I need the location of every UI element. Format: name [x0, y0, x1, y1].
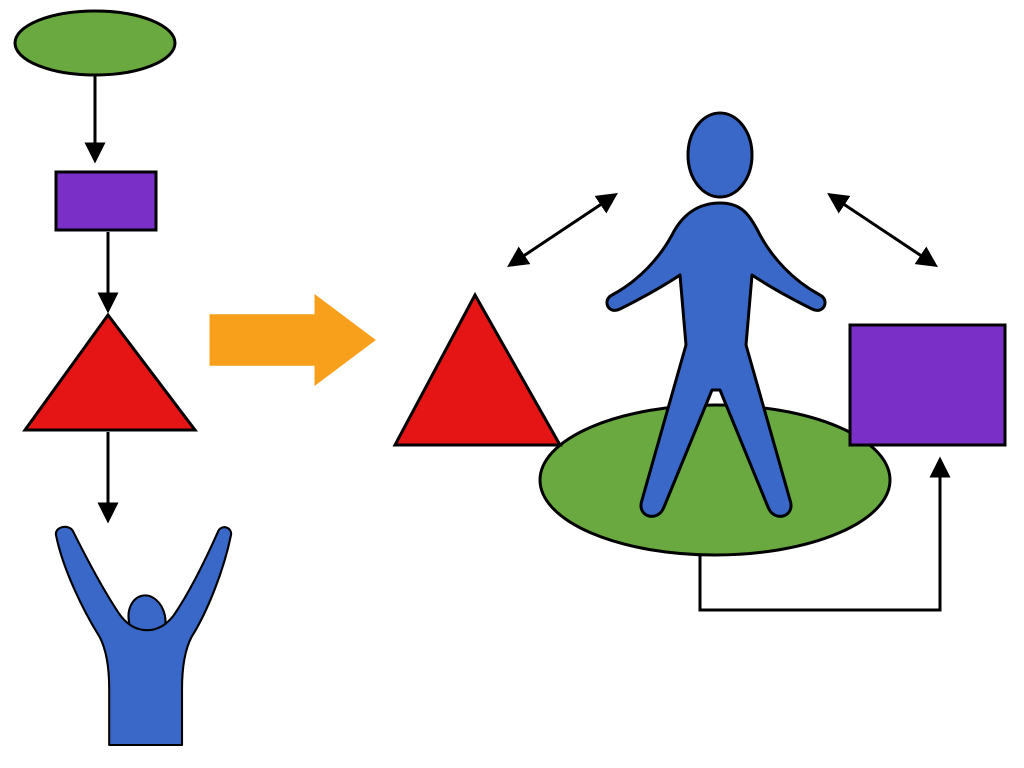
flow-start-ellipse	[15, 11, 175, 75]
flow-triangle	[25, 315, 195, 430]
scene-bidir-arrow-1	[830, 195, 935, 265]
person-armsup-icon	[56, 527, 231, 745]
scene-bidir-arrow-0	[510, 195, 615, 265]
scene-ellipse	[540, 405, 890, 555]
flow-process-rect	[56, 172, 156, 230]
transition-arrow	[210, 295, 375, 385]
scene-rect	[850, 325, 1005, 445]
scene-triangle	[395, 295, 560, 445]
